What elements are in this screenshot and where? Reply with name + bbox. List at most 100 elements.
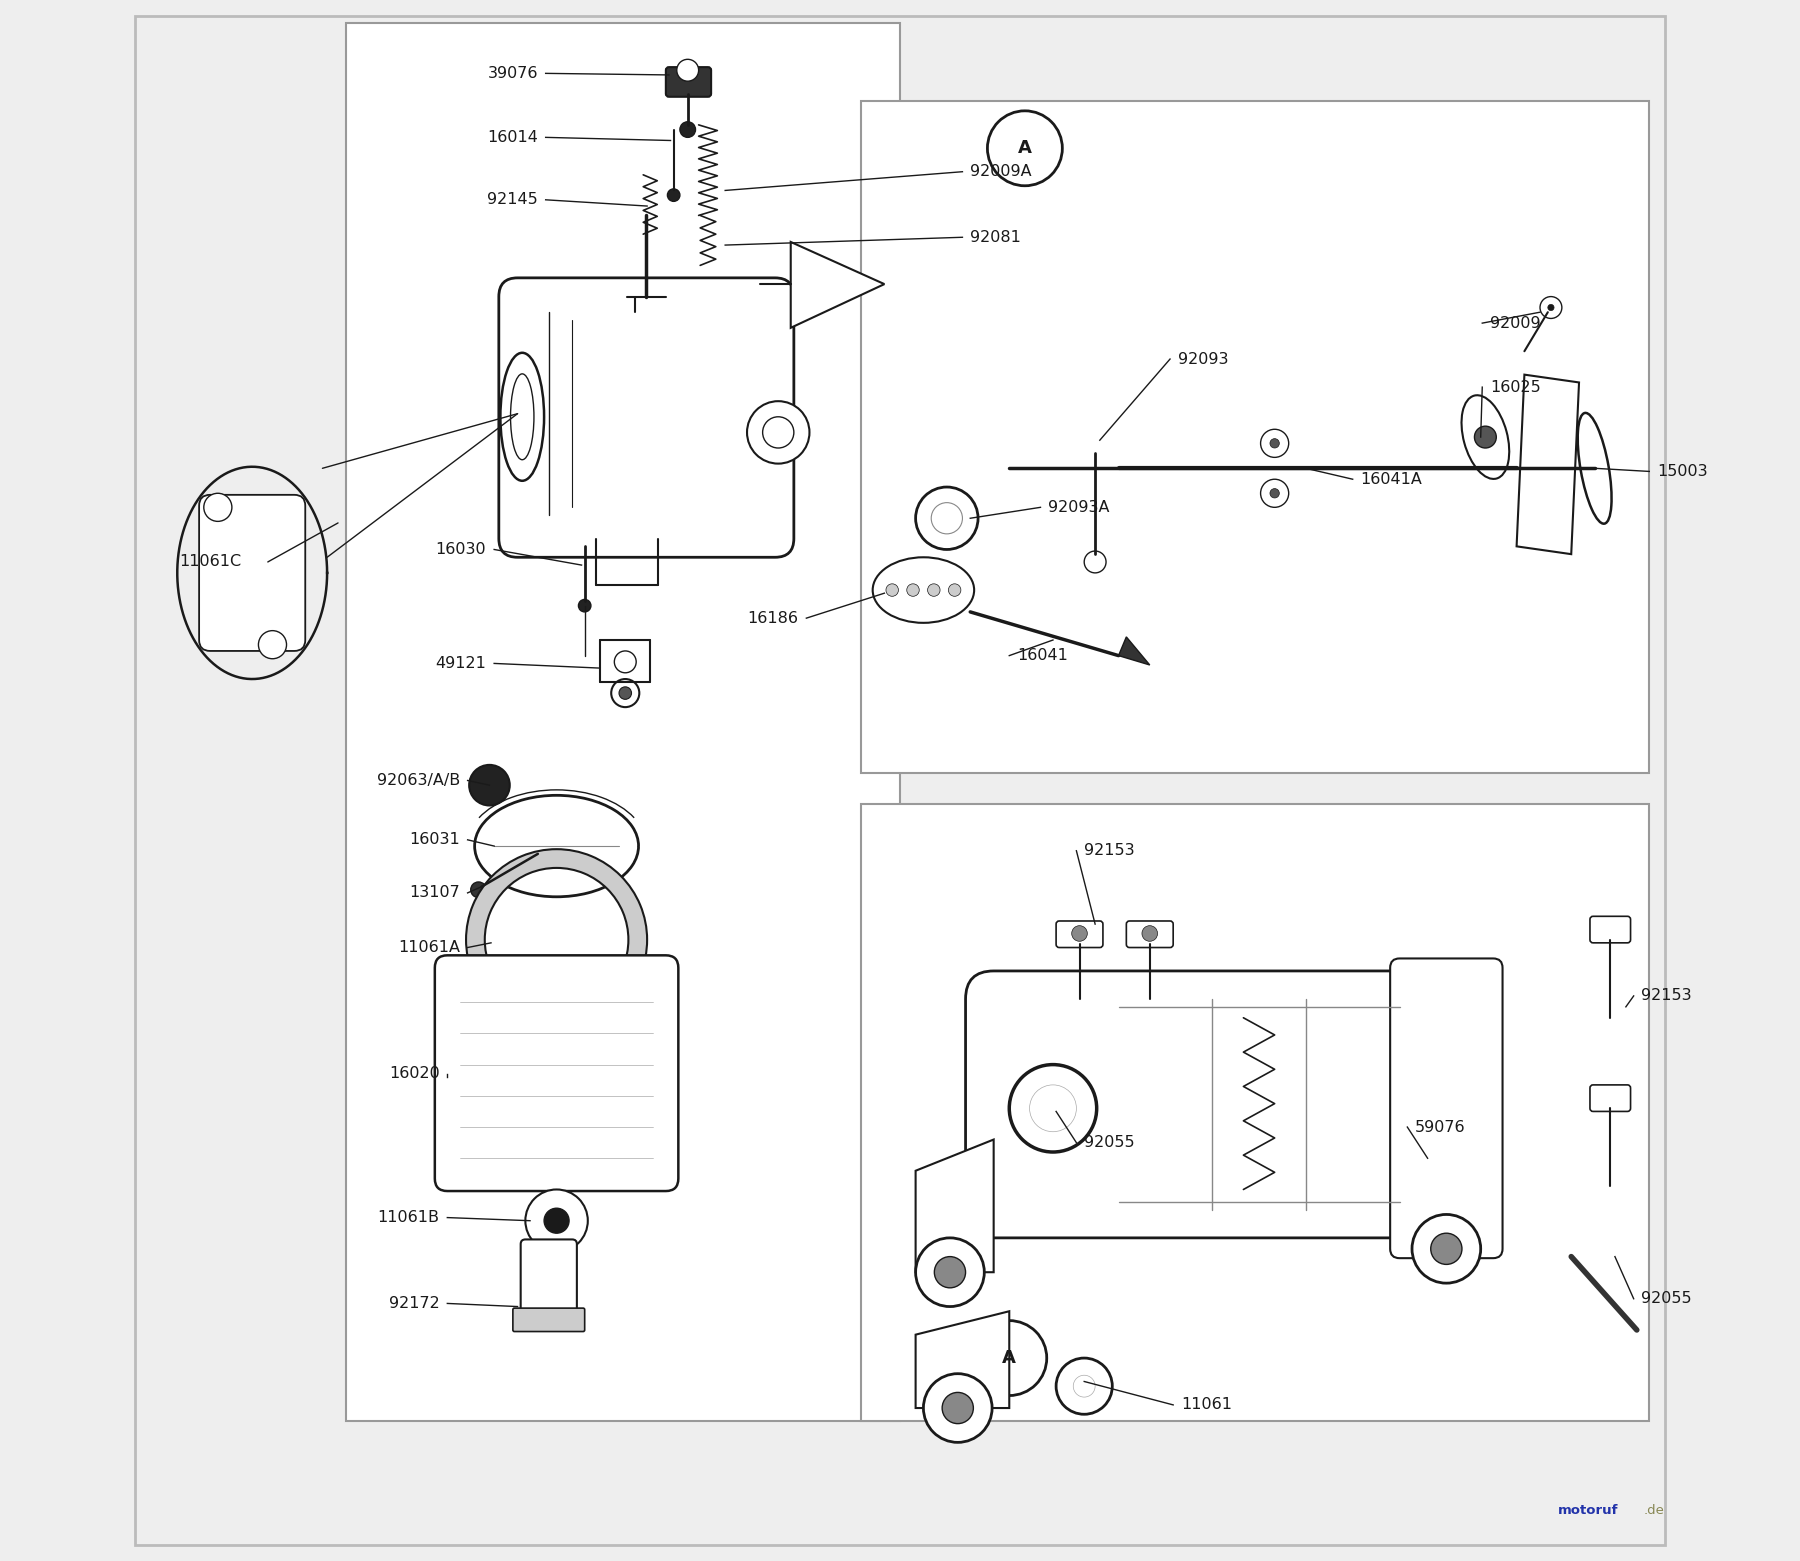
Circle shape — [203, 493, 232, 521]
Circle shape — [614, 651, 635, 673]
Circle shape — [972, 1321, 1048, 1396]
Text: 92009A: 92009A — [970, 164, 1031, 180]
Text: 92145: 92145 — [488, 192, 538, 208]
Circle shape — [1141, 926, 1157, 941]
Circle shape — [1271, 439, 1280, 448]
Text: 92063/A/B: 92063/A/B — [376, 773, 459, 788]
Circle shape — [1030, 1085, 1076, 1132]
Circle shape — [1548, 304, 1553, 311]
Circle shape — [1084, 551, 1105, 573]
Text: 92055: 92055 — [1642, 1291, 1692, 1307]
Circle shape — [1411, 1214, 1481, 1283]
Circle shape — [1071, 926, 1087, 941]
Circle shape — [472, 882, 486, 898]
Text: A: A — [1003, 1349, 1017, 1367]
Circle shape — [1057, 1358, 1112, 1414]
Ellipse shape — [1462, 395, 1508, 479]
Text: 11061B: 11061B — [378, 1210, 439, 1225]
Text: 39076: 39076 — [488, 66, 538, 81]
Text: 92081: 92081 — [970, 229, 1021, 245]
FancyBboxPatch shape — [436, 955, 679, 1191]
Circle shape — [927, 584, 940, 596]
Circle shape — [1474, 426, 1496, 448]
Text: 16030: 16030 — [436, 542, 486, 557]
Circle shape — [619, 687, 632, 699]
Circle shape — [949, 584, 961, 596]
Circle shape — [931, 503, 963, 534]
FancyBboxPatch shape — [200, 495, 306, 651]
Text: 16031: 16031 — [409, 832, 459, 848]
Text: .de: .de — [1643, 1505, 1665, 1517]
Circle shape — [677, 59, 698, 81]
Text: 49121: 49121 — [436, 656, 486, 671]
Circle shape — [923, 1374, 992, 1442]
Text: 11061A: 11061A — [398, 940, 459, 955]
Ellipse shape — [511, 375, 535, 460]
Text: 92009: 92009 — [1490, 315, 1541, 331]
Circle shape — [934, 1257, 965, 1288]
Circle shape — [1260, 429, 1289, 457]
Text: 16186: 16186 — [747, 610, 799, 626]
Text: 92093: 92093 — [1177, 351, 1228, 367]
Polygon shape — [916, 1140, 994, 1272]
Circle shape — [1260, 479, 1289, 507]
Text: 92153: 92153 — [1084, 843, 1134, 859]
Circle shape — [1431, 1233, 1462, 1264]
FancyBboxPatch shape — [1390, 958, 1503, 1258]
Text: 13107: 13107 — [409, 885, 459, 901]
Circle shape — [578, 599, 590, 612]
FancyBboxPatch shape — [666, 67, 711, 97]
Text: 92093A: 92093A — [1048, 500, 1111, 515]
Polygon shape — [1517, 375, 1579, 554]
Circle shape — [1541, 297, 1562, 318]
Circle shape — [544, 1208, 569, 1233]
Polygon shape — [916, 1311, 1010, 1408]
Circle shape — [680, 122, 695, 137]
Circle shape — [1271, 489, 1280, 498]
FancyBboxPatch shape — [1589, 1085, 1631, 1111]
Ellipse shape — [500, 353, 544, 481]
Text: 59076: 59076 — [1415, 1119, 1465, 1135]
Circle shape — [470, 765, 509, 805]
Circle shape — [747, 401, 810, 464]
Polygon shape — [790, 242, 884, 328]
Circle shape — [941, 1392, 974, 1424]
Bar — [860, 101, 1649, 773]
Bar — [346, 23, 900, 1421]
Circle shape — [988, 111, 1062, 186]
Circle shape — [763, 417, 794, 448]
Circle shape — [907, 584, 920, 596]
Bar — [860, 804, 1649, 1421]
FancyBboxPatch shape — [965, 971, 1435, 1238]
Text: 16020: 16020 — [389, 1066, 439, 1082]
FancyBboxPatch shape — [513, 1308, 585, 1332]
Text: motoruf: motoruf — [1557, 1505, 1618, 1517]
Text: A: A — [1019, 139, 1031, 158]
Polygon shape — [1118, 637, 1150, 665]
FancyBboxPatch shape — [499, 278, 794, 557]
Circle shape — [916, 1238, 985, 1307]
Text: 16025: 16025 — [1490, 379, 1541, 395]
Circle shape — [259, 631, 286, 659]
Text: 92172: 92172 — [389, 1296, 439, 1311]
Circle shape — [612, 679, 639, 707]
Text: 11061: 11061 — [1181, 1397, 1231, 1413]
Text: 16041: 16041 — [1017, 648, 1067, 663]
Text: 92055: 92055 — [1084, 1135, 1134, 1150]
Circle shape — [916, 487, 977, 549]
Circle shape — [526, 1189, 589, 1252]
Text: 11061C: 11061C — [178, 554, 241, 570]
Text: 92153: 92153 — [1642, 988, 1692, 1004]
FancyBboxPatch shape — [1057, 921, 1103, 948]
FancyBboxPatch shape — [520, 1239, 576, 1319]
Ellipse shape — [1579, 414, 1611, 523]
Wedge shape — [466, 849, 648, 1030]
Text: 16014: 16014 — [488, 130, 538, 145]
FancyBboxPatch shape — [1589, 916, 1631, 943]
Circle shape — [1010, 1065, 1096, 1152]
Circle shape — [886, 584, 898, 596]
FancyBboxPatch shape — [1127, 921, 1174, 948]
Text: 15003: 15003 — [1658, 464, 1708, 479]
Ellipse shape — [873, 557, 974, 623]
Circle shape — [668, 189, 680, 201]
